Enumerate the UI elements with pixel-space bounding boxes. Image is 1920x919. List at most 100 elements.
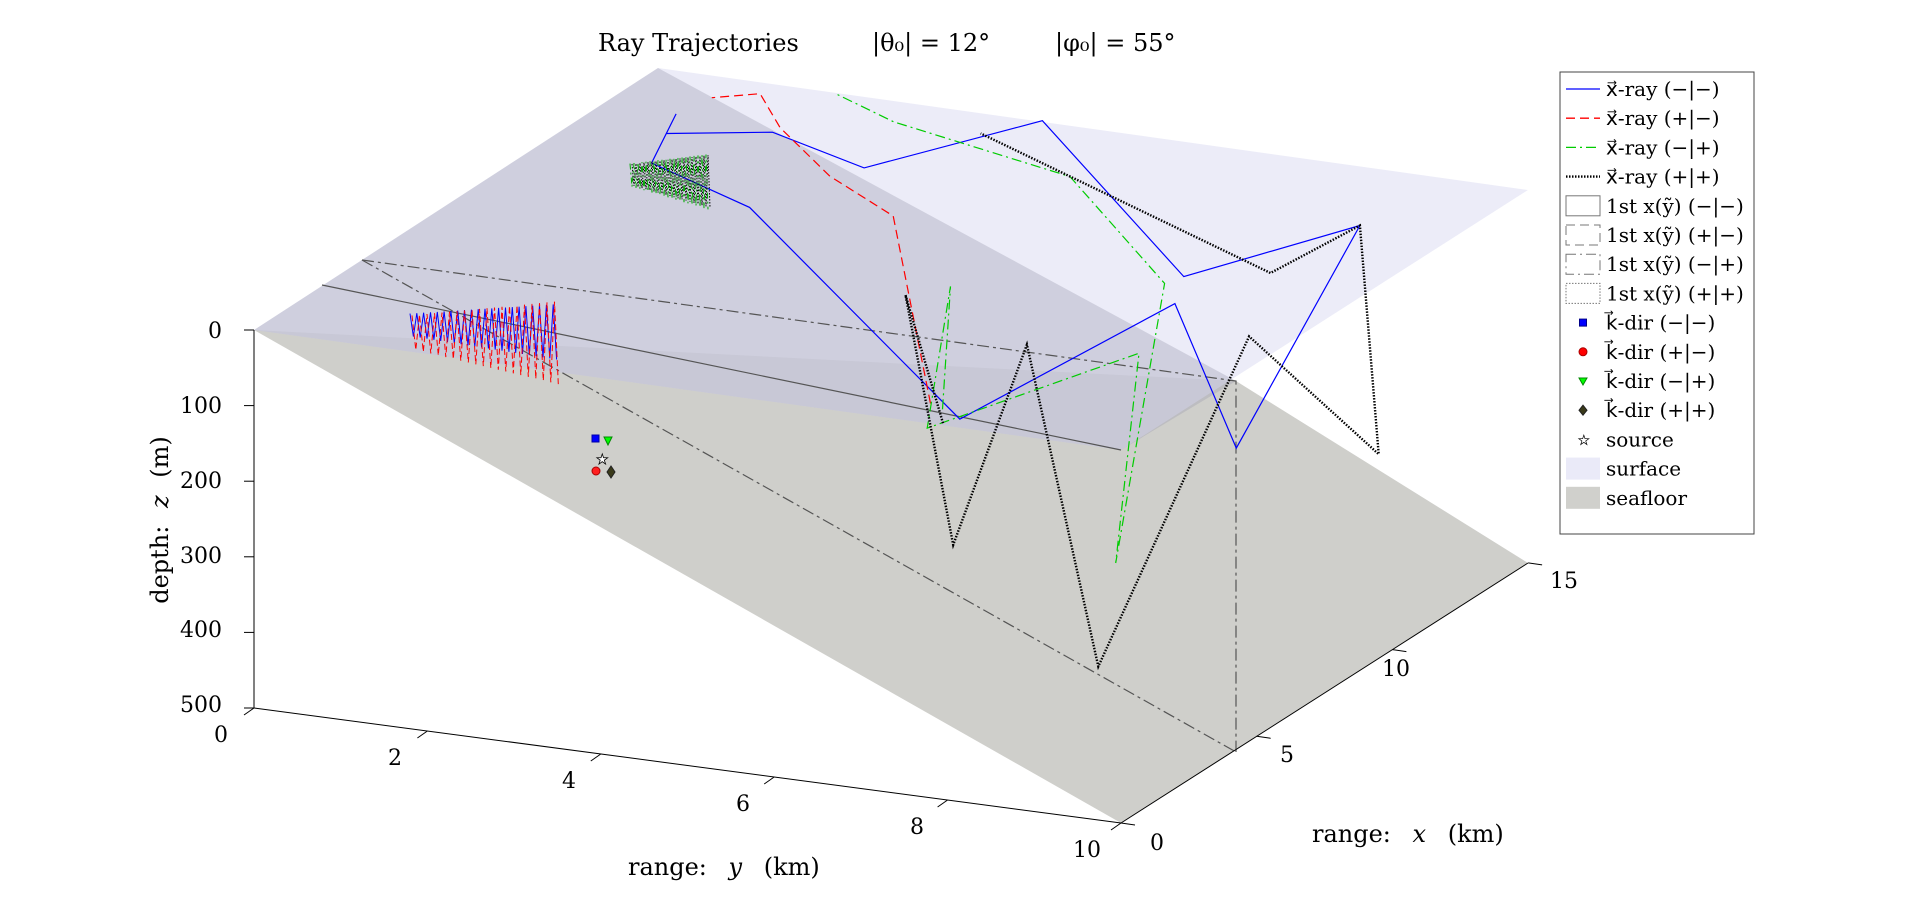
- x-axis-label-var: x: [1413, 820, 1427, 848]
- cluster-red-lower: [411, 301, 559, 385]
- y-tick-mark: [1110, 822, 1122, 831]
- k-dir-marker-mm: [591, 434, 600, 443]
- legend-entry: 1st x(ỹ) (+|−): [1565, 223, 1744, 248]
- legend-label: surface: [1606, 457, 1681, 481]
- x-axis-line: [1120, 562, 1529, 824]
- legend-entry: surface: [1566, 457, 1681, 481]
- y-tick-label: 10: [1073, 838, 1101, 863]
- legend-entry: 1st x(ỹ) (+|+): [1565, 281, 1744, 306]
- z-axis-label: depth: z (m): [146, 436, 174, 604]
- legend-box-swatch: [1565, 195, 1601, 217]
- x-axis-label-prefix: range:: [1312, 820, 1391, 848]
- axes-lines: [253, 330, 1529, 824]
- y-axis-label-prefix: range:: [628, 853, 707, 881]
- x-tick-mark: [1392, 649, 1407, 653]
- legend-box-swatch: [1565, 224, 1601, 246]
- y-axis-label-var: y: [728, 853, 743, 881]
- svg-text:depth: z (m): depth: z (m): [146, 436, 174, 604]
- svg-text:range: x (km): range: x (km): [1312, 820, 1504, 848]
- legend-marker-swatch: [1579, 318, 1587, 327]
- ray-clusters: [409, 154, 711, 385]
- y-tick-mark: [243, 707, 255, 716]
- y-tick-mark: [417, 730, 428, 739]
- y-axis-label: range: y (km): [628, 853, 820, 881]
- legend-box-swatch: [1565, 253, 1601, 275]
- legend-entry: x⃗-ray (−|−): [1566, 77, 1720, 102]
- legend-entry: 1st x(ỹ) (−|−): [1565, 194, 1744, 219]
- z-tick-label: 300: [180, 544, 222, 569]
- ray-trace-1: [650, 113, 1362, 450]
- legend-label: x⃗-ray (+|−): [1606, 106, 1720, 131]
- legend-label: 1st x(ỹ) (+|+): [1606, 281, 1744, 306]
- title-main: Ray Trajectories: [598, 29, 799, 57]
- y-tick-label: 4: [562, 769, 576, 794]
- legend-label: 1st x(ỹ) (+|−): [1606, 223, 1744, 248]
- k-dir-marker-mp: [603, 436, 613, 447]
- seafloor-plane: [254, 330, 1528, 823]
- x-tick-label: 5: [1280, 743, 1294, 768]
- x-tick-label: 10: [1382, 657, 1410, 682]
- y-tick-label: 0: [214, 723, 228, 748]
- x-tick-mark: [1528, 562, 1543, 566]
- y-tick-mark: [590, 753, 602, 762]
- z-axis-label-var: z: [146, 495, 174, 509]
- source-marker: ★: [596, 452, 609, 468]
- legend-marker-swatch: [1578, 404, 1588, 417]
- ray-trace-3: [834, 92, 1166, 564]
- z-tick-label: 500: [180, 693, 222, 718]
- legend-entry: k⃗-dir (−|−): [1579, 310, 1716, 336]
- tick-marks: [243, 329, 1543, 831]
- y-tick-label: 2: [388, 746, 402, 771]
- title-theta: |θ₀| = 12°: [872, 29, 990, 58]
- frame-dashdot: [361, 259, 1237, 752]
- svg-text:range: y (km): range: y (km): [628, 853, 820, 881]
- x-axis-label: range: x (km): [1312, 820, 1504, 848]
- z-tick-label: 200: [180, 469, 222, 494]
- y-tick-label: 6: [736, 792, 750, 817]
- legend-box-swatch: [1565, 282, 1601, 304]
- x-axis-label-unit: (km): [1448, 820, 1504, 848]
- legend-entry: x⃗-ray (+|−): [1566, 106, 1720, 131]
- frame-solid: [321, 284, 1122, 451]
- z-axis-label-prefix: depth:: [146, 526, 174, 604]
- legend-label: seafloor: [1606, 486, 1687, 510]
- x-tick-mark: [1256, 735, 1271, 739]
- legend-label: 1st x(ỹ) (−|−): [1606, 194, 1744, 219]
- ray-trace-4: [904, 132, 1381, 671]
- ray-traces: [650, 92, 1381, 671]
- y-tick-labels: 0 2 4 6 8 10: [214, 723, 1101, 863]
- legend-label: 1st x(ỹ) (−|+): [1606, 252, 1744, 277]
- legend-entries: x⃗-ray (−|−) x⃗-ray (+|−) x⃗-ray (−|+) x⃗-r…: [1565, 77, 1744, 510]
- legend-label: x⃗-ray (−|−): [1606, 77, 1720, 102]
- legend-label: k⃗-dir (−|+): [1604, 368, 1716, 394]
- z-tick-label: 100: [180, 394, 222, 419]
- k-dir-marker-pp: [606, 465, 616, 479]
- legend-marker-swatch: ★: [1578, 433, 1590, 448]
- legend-label: k⃗-dir (−|−): [1604, 310, 1716, 336]
- z-tick-labels: 0 100 200 300 400 500: [180, 319, 222, 718]
- cluster-blue-lower: [409, 304, 558, 360]
- legend-entry: k⃗-dir (+|+): [1578, 398, 1715, 423]
- x-tick-label: 15: [1550, 569, 1578, 594]
- legend-patch-swatch: [1566, 486, 1600, 509]
- y-tick-mark: [763, 776, 775, 785]
- surface-plane: [254, 68, 1528, 450]
- cluster-black-upper: [631, 155, 711, 208]
- ray-trace-2: [711, 93, 932, 404]
- legend-entry: 1st x(ỹ) (−|+): [1565, 252, 1744, 277]
- legend-label: source: [1606, 427, 1674, 451]
- y-tick-mark: [937, 799, 948, 808]
- legend-label: x⃗-ray (+|+): [1606, 165, 1720, 190]
- legend: x⃗-ray (−|−) x⃗-ray (+|−) x⃗-ray (−|+) x⃗-r…: [1559, 71, 1755, 535]
- x-tick-mark: [1120, 822, 1136, 826]
- x-tick-label: 0: [1150, 831, 1164, 856]
- z-tick-label: 400: [180, 618, 222, 643]
- chart-title: Ray Trajectories |θ₀| = 12° |φ₀| = 55°: [598, 29, 1176, 58]
- legend-label: x⃗-ray (−|+): [1606, 135, 1720, 160]
- y-axis-label-unit: (km): [764, 853, 820, 881]
- k-direction-markers: ★: [591, 434, 616, 479]
- y-tick-label: 8: [910, 815, 924, 840]
- legend-entry: seafloor: [1566, 486, 1687, 510]
- planes-layer: [254, 68, 1528, 823]
